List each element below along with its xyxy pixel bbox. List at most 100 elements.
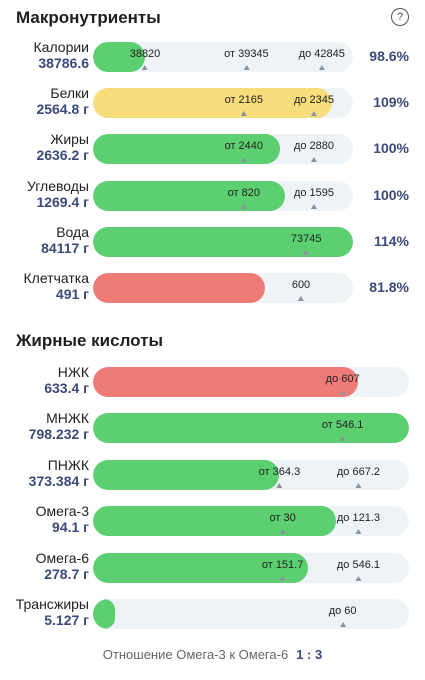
nutrient-label: НЖК 633.4 г — [44, 364, 89, 396]
threshold-label: 600 — [291, 279, 311, 291]
nutrient-amount: 84117 г — [41, 239, 89, 256]
progress-track: от 2165 до 2345 — [93, 88, 353, 119]
nutrient-row-пнжк[interactable]: ПНЖК 373.384 г от 364.3 до 667.2 — [0, 457, 425, 493]
threshold-tick — [243, 65, 250, 70]
nutrient-label: Омега-3 94.1 г — [36, 503, 89, 535]
threshold-tick — [339, 390, 346, 395]
nutrient-row-калории[interactable]: Калории 38786.6 38820 от 39345 до 42845 98.6% — [0, 39, 425, 75]
nutrient-percent: 98.6% — [369, 48, 409, 64]
progress-fill — [93, 273, 265, 303]
threshold-tick — [142, 65, 148, 70]
nutrient-label: Белки 2564.8 г — [36, 85, 89, 117]
nutrient-label: Омега-6 278.7 г — [36, 550, 89, 582]
nutrient-percent: 109% — [373, 94, 409, 111]
nutrient-name: Жиры — [50, 131, 89, 148]
threshold-tick — [310, 203, 317, 209]
threshold-label: до 121.3 — [336, 512, 380, 525]
progress-fill — [93, 506, 337, 537]
nutrient-label: Клетчатка 491 г — [24, 270, 89, 302]
progress-track: от 151.7 до 546.1 — [93, 552, 409, 583]
threshold-tick — [240, 157, 247, 163]
nutrient-row-нжк[interactable]: НЖК 633.4 г до 607 — [0, 364, 425, 400]
threshold-label: от 820 — [227, 186, 260, 199]
nutrient-name: Белки — [50, 85, 89, 102]
threshold-tick — [355, 529, 362, 535]
nutrient-amount: 2564.8 г — [36, 101, 89, 118]
threshold-marker: от 2165 — [225, 88, 263, 118]
threshold-tick — [355, 575, 362, 581]
nutrient-label: МНЖК 798.232 г — [29, 410, 89, 442]
nutrient-row-мнжк[interactable]: МНЖК 798.232 г от 546.1 — [0, 410, 425, 446]
threshold-marker: 600 — [292, 273, 310, 303]
threshold-marker: 38820 — [129, 42, 161, 72]
progress-track: 73745 — [93, 226, 353, 257]
nutrient-amount: 5.127 г — [44, 612, 89, 628]
threshold-label: от 30 — [269, 512, 296, 525]
nutrient-name: Калории — [33, 39, 89, 55]
progress-fill — [93, 552, 308, 583]
nutrient-amount: 94.1 г — [52, 519, 89, 536]
threshold-label: до 1595 — [293, 186, 335, 199]
threshold-tick — [318, 65, 325, 70]
threshold-tick — [339, 622, 346, 627]
threshold-label: до 667.2 — [336, 465, 380, 478]
nutrient-label: Жиры 2636.2 г — [36, 131, 89, 163]
progress-fill — [93, 42, 145, 72]
progress-track: до 607 — [93, 367, 409, 397]
threshold-tick — [310, 111, 317, 117]
nutrient-label: Калории 38786.6 — [34, 39, 89, 71]
nutrient-row-омега-3[interactable]: Омега-3 94.1 г от 30 до 121.3 — [0, 503, 425, 539]
threshold-marker: до 121.3 — [337, 506, 380, 536]
threshold-tick — [279, 529, 286, 535]
progress-fill — [93, 88, 333, 119]
nutrient-name: Углеводы — [26, 177, 89, 194]
macronutrients-title: Макронутриенты — [16, 8, 161, 27]
threshold-label: от 2165 — [224, 94, 264, 107]
threshold-marker: до 1595 — [294, 181, 334, 211]
nutrient-name: Трансжиры — [15, 596, 89, 612]
progress-track: 600 — [93, 273, 353, 303]
threshold-label: до 42845 — [298, 48, 345, 60]
omega-ratio-label: Отношение Омега-3 к Омега-6 — [102, 647, 289, 662]
progress-fill — [93, 180, 286, 211]
progress-track: от 2440 до 2880 — [93, 134, 353, 165]
threshold-label: до 2345 — [293, 94, 335, 107]
threshold-label: 73745 — [290, 232, 322, 245]
help-icon[interactable]: ? — [391, 8, 409, 26]
nutrient-name: Клетчатка — [23, 270, 89, 286]
threshold-marker: 73745 — [290, 227, 322, 257]
threshold-label: от 2440 — [224, 140, 264, 153]
progress-fill — [93, 459, 280, 490]
nutrient-name: МНЖК — [46, 410, 89, 427]
threshold-label: до 546.1 — [336, 558, 380, 571]
threshold-label: 38820 — [129, 48, 161, 60]
progress-fill — [93, 367, 359, 397]
progress-track: от 364.3 до 667.2 — [93, 459, 409, 490]
threshold-label: от 364.3 — [258, 465, 301, 478]
threshold-marker: от 30 — [269, 506, 296, 536]
nutrient-row-трансжиры[interactable]: Трансжиры 5.127 г до 60 — [0, 596, 425, 632]
nutrient-amount: 278.7 г — [44, 565, 89, 582]
nutrient-row-жиры[interactable]: Жиры 2636.2 г от 2440 до 2880 100% — [0, 131, 425, 167]
omega-ratio: Отношение Омега-3 к Омега-6 1 : 3 — [0, 647, 425, 662]
threshold-marker: от 820 — [228, 181, 260, 211]
omega-ratio-value: 1 : 3 — [296, 647, 323, 662]
threshold-label: до 2880 — [293, 140, 335, 153]
threshold-label: до 607 — [325, 373, 360, 385]
progress-track: от 30 до 121.3 — [93, 506, 409, 537]
threshold-marker: от 2440 — [225, 134, 263, 164]
threshold-marker: до 60 — [329, 599, 357, 629]
threshold-tick — [297, 296, 304, 301]
nutrient-row-белки[interactable]: Белки 2564.8 г от 2165 до 2345 109% — [0, 85, 425, 121]
nutrient-name: Омега-3 — [35, 503, 89, 520]
nutrient-name: ПНЖК — [47, 456, 89, 473]
threshold-tick — [240, 111, 247, 117]
nutrient-label: Углеводы 1269.4 г — [27, 178, 89, 210]
nutrient-row-углеводы[interactable]: Углеводы 1269.4 г от 820 до 1595 100% — [0, 178, 425, 214]
nutrient-row-вода[interactable]: Вода 84117 г 73745 114% — [0, 224, 425, 260]
threshold-tick — [355, 482, 362, 488]
nutrient-label: Вода 84117 г — [41, 224, 89, 256]
nutrient-row-клетчатка[interactable]: Клетчатка 491 г 600 81.8% — [0, 270, 425, 306]
threshold-label: от 39345 — [224, 48, 269, 60]
nutrient-row-омега-6[interactable]: Омега-6 278.7 г от 151.7 до 546.1 — [0, 550, 425, 586]
